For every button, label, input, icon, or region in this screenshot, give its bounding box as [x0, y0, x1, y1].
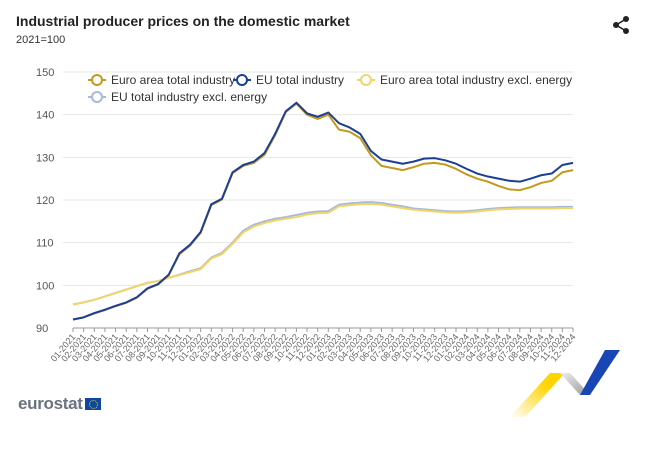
legend-marker	[360, 74, 372, 86]
eu-flag-icon	[84, 398, 101, 410]
y-tick-label: 140	[36, 110, 54, 122]
legend-label: EU total industry	[256, 73, 344, 87]
chart-subtitle: 2021=100	[16, 34, 66, 46]
legend-marker	[91, 91, 103, 103]
legend-label: Euro area total industry	[111, 73, 235, 87]
logo-text: eurostat	[18, 394, 83, 413]
eurostat-logo: eurostat	[18, 394, 101, 414]
y-tick-label: 120	[36, 195, 54, 207]
y-tick-label: 90	[36, 323, 48, 335]
y-tick-label: 110	[36, 238, 54, 250]
y-tick-label: 150	[36, 67, 54, 79]
legend-label: EU total industry excl. energy	[111, 90, 267, 104]
share-icon[interactable]	[611, 15, 631, 35]
legend-label: Euro area total industry excl. energy	[380, 73, 572, 87]
y-tick-label: 100	[36, 280, 54, 292]
decorative-ribbon-graphic	[510, 350, 620, 417]
legend-marker	[236, 74, 248, 86]
chart-title: Industrial producer prices on the domest…	[16, 13, 350, 29]
legend-marker	[91, 74, 103, 86]
series-line-1	[72, 101, 574, 321]
y-tick-label: 130	[36, 152, 54, 164]
line-chart: 9010011012013014015001-202102-202103-202…	[36, 67, 578, 364]
series-line-2	[72, 202, 573, 306]
